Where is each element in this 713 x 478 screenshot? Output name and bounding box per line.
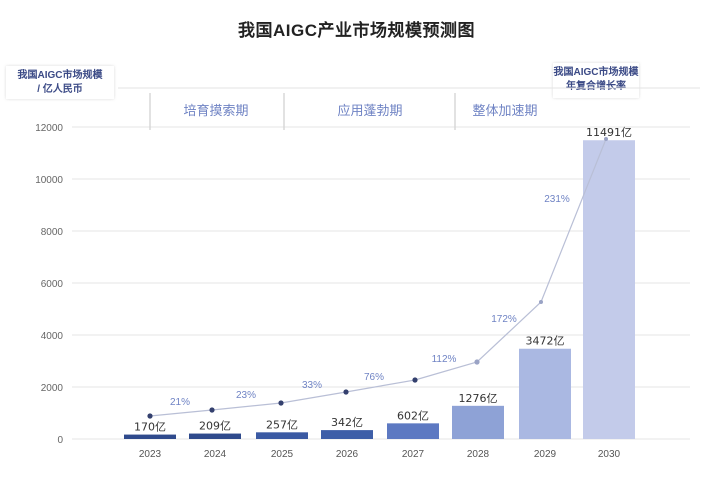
bar-2028: [452, 405, 504, 439]
x-tick-label: 2026: [336, 449, 359, 460]
growth-rate-label: 21%: [170, 397, 190, 408]
x-tick-label: 2025: [271, 449, 294, 460]
y-tick-label: 6000: [41, 279, 64, 290]
bar-2027: [387, 423, 439, 439]
bar-value-label: 1276亿: [459, 392, 498, 405]
growth-point: [343, 389, 349, 395]
left-axis-legend-line1: 我国AIGC市场规模: [17, 70, 103, 81]
phase-label: 整体加速期: [472, 104, 537, 119]
right-axis-legend-line2: 年复合增长率: [566, 81, 626, 92]
growth-rate-label: 112%: [432, 354, 457, 365]
bar-2025: [256, 432, 308, 439]
bar-2024: [189, 433, 241, 439]
bar-value-label: 602亿: [397, 409, 429, 422]
bar-2026: [321, 430, 373, 439]
growth-rate-label: 76%: [364, 372, 384, 383]
growth-rate-label: 231%: [544, 194, 570, 205]
growth-point: [412, 377, 418, 383]
growth-point: [147, 413, 153, 419]
bar-2023: [124, 434, 176, 439]
x-tick-label: 2023: [139, 449, 162, 460]
left-axis-legend-line2: / 亿人民币: [37, 84, 83, 95]
x-tick-label: 2030: [598, 449, 621, 460]
bar-value-label: 11491亿: [586, 126, 632, 139]
growth-point: [539, 300, 543, 304]
bar-value-label: 342亿: [331, 416, 363, 429]
y-tick-label: 4000: [41, 331, 64, 342]
phase-label: 培育摸索期: [183, 103, 248, 119]
y-tick-label: 12000: [35, 123, 63, 134]
bar-value-label: 209亿: [199, 420, 231, 433]
bar-value-label: 170亿: [134, 421, 166, 434]
right-axis-legend-box: 我国AIGC市场规模 年复合增长率: [553, 63, 639, 98]
bar-2030: [583, 140, 635, 439]
y-tick-label: 8000: [41, 227, 64, 238]
bar-value-label: 3472亿: [526, 335, 565, 348]
x-tick-label: 2029: [534, 449, 557, 460]
x-tick-label: 2024: [204, 449, 227, 460]
right-axis-legend-line1: 我国AIGC市场规模: [553, 67, 639, 78]
left-axis-legend-box: 我国AIGC市场规模 / 亿人民币: [6, 66, 114, 99]
phase-label: 应用蓬勃期: [337, 103, 402, 119]
growth-line: [149, 138, 607, 417]
growth-point: [604, 137, 608, 141]
growth-rate-label: 33%: [302, 380, 322, 391]
y-tick-label: 0: [57, 435, 63, 446]
y-tick-label: 2000: [41, 383, 64, 394]
bar-value-label: 257亿: [266, 418, 298, 431]
bar-2029: [519, 348, 571, 439]
growth-point: [209, 407, 215, 413]
growth-rate-label: 172%: [491, 314, 517, 325]
x-tick-label: 2028: [467, 449, 490, 460]
growth-point: [474, 359, 480, 365]
x-tick-label: 2027: [402, 449, 425, 460]
y-tick-label: 10000: [35, 175, 63, 186]
growth-point: [278, 400, 284, 406]
growth-rate-label: 23%: [236, 390, 256, 401]
chart-title: 我国AIGC产业市场规模预测图: [238, 21, 475, 40]
